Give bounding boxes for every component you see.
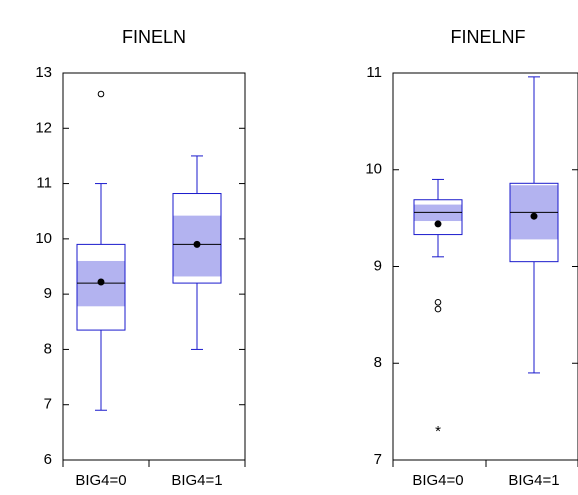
y-tick-label: 11	[36, 175, 52, 192]
outlier-point	[434, 298, 442, 306]
y-tick-label: 7	[44, 396, 52, 413]
x-category-label: BIG4=1	[508, 472, 559, 489]
outlier-point	[434, 305, 442, 313]
chart-title: FINELN	[122, 27, 186, 47]
box-BIG4=1	[172, 155, 222, 350]
y-tick-label: 7	[374, 451, 382, 468]
y-tick-label: 6	[44, 451, 52, 468]
box-BIG4=0	[76, 90, 126, 411]
outlier-point	[97, 90, 105, 98]
box-BIG4=1	[509, 76, 559, 374]
x-category-label: BIG4=0	[412, 472, 463, 489]
mean-point	[97, 278, 105, 286]
y-tick-label: 12	[35, 119, 52, 136]
x-category-label: BIG4=0	[75, 472, 126, 489]
mean-point	[193, 240, 201, 248]
y-tick-label: 9	[374, 257, 382, 274]
chart-title: FINELNF	[450, 27, 525, 47]
iqr-box	[509, 182, 559, 263]
mean-point	[434, 220, 442, 228]
y-tick-label: 8	[44, 340, 52, 357]
mean-point	[530, 212, 538, 220]
chart-panel-1: FINELN 6 7 8 9 10 11 12 13 BIG4=0 BIG4=1	[35, 27, 246, 489]
x-category-label: BIG4=1	[171, 472, 222, 489]
y-tick-label: 9	[44, 285, 52, 302]
iqr-box	[413, 199, 463, 236]
plot-frame	[62, 72, 246, 461]
y-tick-label: 10	[35, 230, 52, 247]
y-tick-label: 11	[366, 64, 382, 81]
y-tick-label: 8	[374, 354, 382, 371]
plot-frame	[392, 72, 578, 461]
y-tick-label: 13	[35, 64, 52, 81]
chart-panel-2: FINELNF 7 8 9 10 11 BIG4=0 BIG4=1 *	[365, 27, 578, 489]
y-tick-label: 10	[365, 161, 382, 178]
iqr-box	[172, 193, 222, 284]
box-BIG4=0: *	[413, 178, 463, 440]
outlier-star: *	[435, 423, 441, 440]
iqr-box	[76, 243, 126, 331]
